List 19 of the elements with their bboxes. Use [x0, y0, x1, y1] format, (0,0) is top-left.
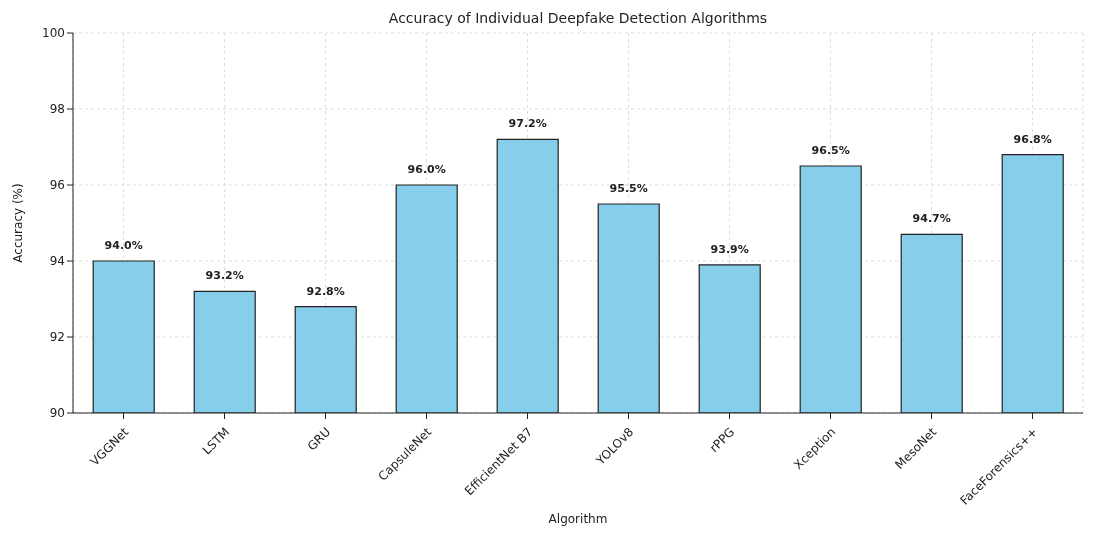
data-label: 93.9% [710, 242, 749, 256]
data-label: 94.7% [912, 212, 951, 226]
y-tick-label: 98 [49, 102, 65, 117]
y-tick-label: 94 [49, 254, 65, 269]
data-label: 97.2% [508, 117, 547, 131]
data-label: 94.0% [104, 239, 143, 252]
data-label: 96.5% [811, 144, 850, 157]
chart-title: Accuracy of Individual Deepfake Detection Algorithms [387, 10, 769, 26]
y-tick-label: 92 [49, 330, 65, 345]
data-label: 93.2% [205, 269, 244, 283]
data-label: 96.8% [1013, 132, 1052, 146]
y-tick-label: 90 [49, 406, 65, 421]
data-label: 96.0% [407, 163, 446, 176]
y-axis-title: Accuracy (%) [11, 183, 26, 263]
data-label: 95.5% [609, 182, 648, 195]
y-tick-label: 96 [49, 178, 65, 193]
y-tick-label: 100 [42, 26, 65, 41]
x-axis-title: Algorithm [548, 512, 608, 526]
data-label: 92.8% [306, 284, 345, 298]
